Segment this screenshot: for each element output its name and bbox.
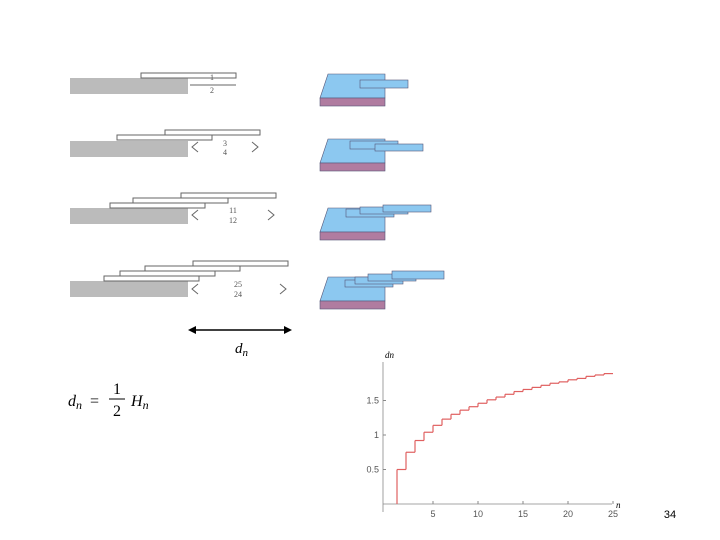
formula-lhs-main: d xyxy=(68,393,77,410)
x-tick-label: 15 xyxy=(518,509,528,519)
formula-rhs-sub: n xyxy=(143,398,149,412)
formula-num: 1 xyxy=(113,381,121,398)
offset-den: 4 xyxy=(223,148,227,157)
x-tick-label: 5 xyxy=(430,509,435,519)
offset-num: 11 xyxy=(229,206,237,215)
y-tick-label: 0.5 xyxy=(366,465,379,475)
right-diagrams xyxy=(319,73,445,310)
arrowhead xyxy=(191,209,199,221)
offset-den: 12 xyxy=(229,216,237,225)
arrowhead xyxy=(191,283,199,295)
offset-den: 2 xyxy=(210,86,214,95)
span-label-main: d xyxy=(235,341,243,357)
arrowhead xyxy=(279,283,287,295)
y-tick-label: 1 xyxy=(374,430,379,440)
stack xyxy=(319,138,424,172)
table-edge xyxy=(70,281,188,297)
offset-den: 24 xyxy=(234,290,242,299)
formula-equals: = xyxy=(90,393,99,410)
stack xyxy=(319,270,445,310)
span-arrow xyxy=(188,326,292,334)
block xyxy=(132,197,229,204)
block xyxy=(180,192,277,199)
block xyxy=(109,202,206,209)
offset-num: 25 xyxy=(234,280,242,289)
table-edge xyxy=(70,78,188,94)
span-label: dn xyxy=(235,341,249,359)
offset-num: 3 xyxy=(223,139,227,148)
formula: dn = 1 2 Hn xyxy=(68,381,149,420)
chart: dn n 0.5 1 1.5 5 10 15 20 25 xyxy=(366,350,621,519)
left-diagrams xyxy=(70,72,289,297)
x-tick-label: 20 xyxy=(563,509,573,519)
span-label-sub: n xyxy=(243,347,249,359)
arrowhead xyxy=(251,141,259,153)
formula-rhs-main: H xyxy=(130,393,144,410)
formula-lhs-sub: n xyxy=(76,398,82,412)
stack xyxy=(319,204,432,241)
block xyxy=(119,270,216,277)
x-tick-label: 10 xyxy=(473,509,483,519)
block xyxy=(116,134,213,141)
block xyxy=(103,275,200,282)
block xyxy=(144,265,241,272)
block xyxy=(192,260,289,267)
slide-number: 34 xyxy=(664,509,676,521)
block xyxy=(164,129,261,136)
table-edge xyxy=(70,208,188,224)
table-edge xyxy=(70,141,188,157)
formula-rhs: Hn xyxy=(130,393,149,412)
y-tick-label: 1.5 xyxy=(366,396,379,406)
x-tick-label: 25 xyxy=(608,509,618,519)
block xyxy=(140,72,237,79)
formula-lhs: dn xyxy=(68,393,82,412)
arrowhead xyxy=(267,209,275,221)
arrowhead xyxy=(191,141,199,153)
offset-num: 1 xyxy=(210,73,214,82)
y-axis-label: dn xyxy=(385,350,395,360)
stack xyxy=(319,73,409,107)
formula-den: 2 xyxy=(113,403,121,420)
x-axis-label: n xyxy=(616,500,621,510)
